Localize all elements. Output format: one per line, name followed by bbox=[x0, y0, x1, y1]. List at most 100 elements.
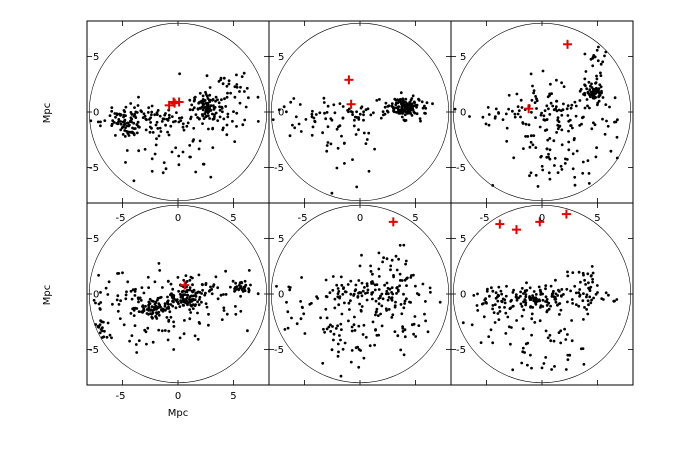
data-point bbox=[415, 112, 419, 116]
data-point bbox=[144, 304, 147, 308]
data-point bbox=[178, 336, 182, 340]
data-point bbox=[519, 115, 522, 119]
data-point bbox=[511, 109, 514, 113]
data-point bbox=[524, 122, 528, 126]
data-point bbox=[541, 168, 545, 172]
data-point bbox=[373, 147, 376, 151]
x-tick-label-bottom: 0 bbox=[175, 391, 181, 402]
panel-frame bbox=[86, 20, 270, 204]
data-point bbox=[180, 116, 184, 119]
data-point bbox=[383, 283, 386, 287]
x-tick-label: -5 bbox=[116, 213, 126, 224]
data-point bbox=[365, 298, 369, 302]
data-point bbox=[217, 101, 221, 105]
data-point bbox=[323, 111, 326, 115]
data-point bbox=[194, 291, 198, 295]
data-point bbox=[512, 288, 515, 292]
data-point bbox=[172, 325, 176, 328]
data-point bbox=[567, 129, 570, 133]
data-point bbox=[182, 300, 186, 304]
data-point bbox=[385, 281, 389, 285]
data-point bbox=[570, 339, 574, 343]
data-point bbox=[601, 60, 605, 64]
data-point bbox=[140, 286, 144, 289]
data-point bbox=[310, 112, 314, 116]
data-point bbox=[249, 283, 252, 287]
data-point bbox=[574, 104, 578, 108]
data-point bbox=[362, 356, 366, 360]
data-point bbox=[521, 121, 525, 124]
data-point bbox=[165, 117, 169, 121]
data-point bbox=[94, 301, 97, 305]
data-point bbox=[601, 117, 604, 121]
survey-circle bbox=[88, 22, 268, 202]
data-point bbox=[365, 282, 369, 286]
data-point bbox=[282, 105, 286, 109]
data-point bbox=[331, 325, 334, 328]
data-point bbox=[358, 112, 362, 116]
data-point bbox=[568, 353, 572, 357]
data-point bbox=[297, 122, 301, 126]
x-tick-label: -5 bbox=[298, 213, 308, 224]
data-point bbox=[156, 126, 160, 130]
data-point bbox=[570, 298, 574, 301]
data-point bbox=[361, 333, 365, 336]
data-point bbox=[386, 286, 390, 290]
data-point bbox=[343, 301, 346, 305]
data-point bbox=[99, 301, 103, 304]
data-point bbox=[554, 105, 558, 109]
data-point bbox=[137, 300, 140, 304]
axis-ticks bbox=[269, 203, 451, 385]
data-point bbox=[110, 122, 114, 126]
data-point bbox=[513, 115, 517, 119]
data-point bbox=[326, 125, 330, 129]
data-point bbox=[205, 74, 209, 78]
data-point bbox=[138, 125, 141, 129]
data-point bbox=[573, 284, 577, 288]
data-point bbox=[583, 52, 587, 56]
data-point bbox=[555, 131, 558, 134]
data-point bbox=[101, 336, 104, 339]
data-point bbox=[256, 95, 260, 99]
data-point bbox=[585, 295, 588, 299]
data-point bbox=[537, 285, 541, 289]
data-point bbox=[163, 117, 166, 121]
data-point bbox=[402, 306, 406, 310]
data-point bbox=[315, 295, 318, 298]
data-point bbox=[148, 130, 152, 134]
data-point bbox=[519, 98, 523, 102]
data-point bbox=[331, 275, 335, 278]
data-point bbox=[516, 105, 520, 108]
data-point bbox=[599, 71, 602, 75]
data-point bbox=[142, 112, 146, 116]
data-point bbox=[124, 293, 128, 297]
data-point bbox=[170, 150, 174, 154]
data-point bbox=[375, 99, 379, 102]
data-point bbox=[538, 299, 541, 303]
data-point bbox=[198, 91, 202, 95]
data-point bbox=[352, 124, 356, 128]
data-point bbox=[528, 174, 531, 178]
data-point bbox=[595, 146, 598, 150]
data-point bbox=[548, 113, 552, 116]
data-point bbox=[544, 329, 548, 333]
marker-cross bbox=[563, 39, 573, 49]
data-point bbox=[547, 171, 551, 175]
data-point bbox=[552, 139, 556, 143]
data-point bbox=[247, 290, 251, 294]
data-point bbox=[410, 114, 414, 117]
data-point bbox=[409, 276, 413, 279]
data-point bbox=[169, 315, 173, 319]
data-point bbox=[340, 328, 343, 331]
data-point bbox=[188, 288, 192, 292]
data-point bbox=[150, 305, 154, 308]
data-point bbox=[491, 289, 495, 293]
data-point bbox=[141, 116, 145, 119]
data-point bbox=[285, 300, 288, 304]
marker-cross bbox=[524, 104, 534, 114]
marker-cross bbox=[174, 97, 184, 107]
data-point bbox=[359, 349, 362, 352]
data-point bbox=[497, 111, 500, 114]
data-point bbox=[225, 312, 229, 316]
data-point bbox=[221, 110, 224, 114]
